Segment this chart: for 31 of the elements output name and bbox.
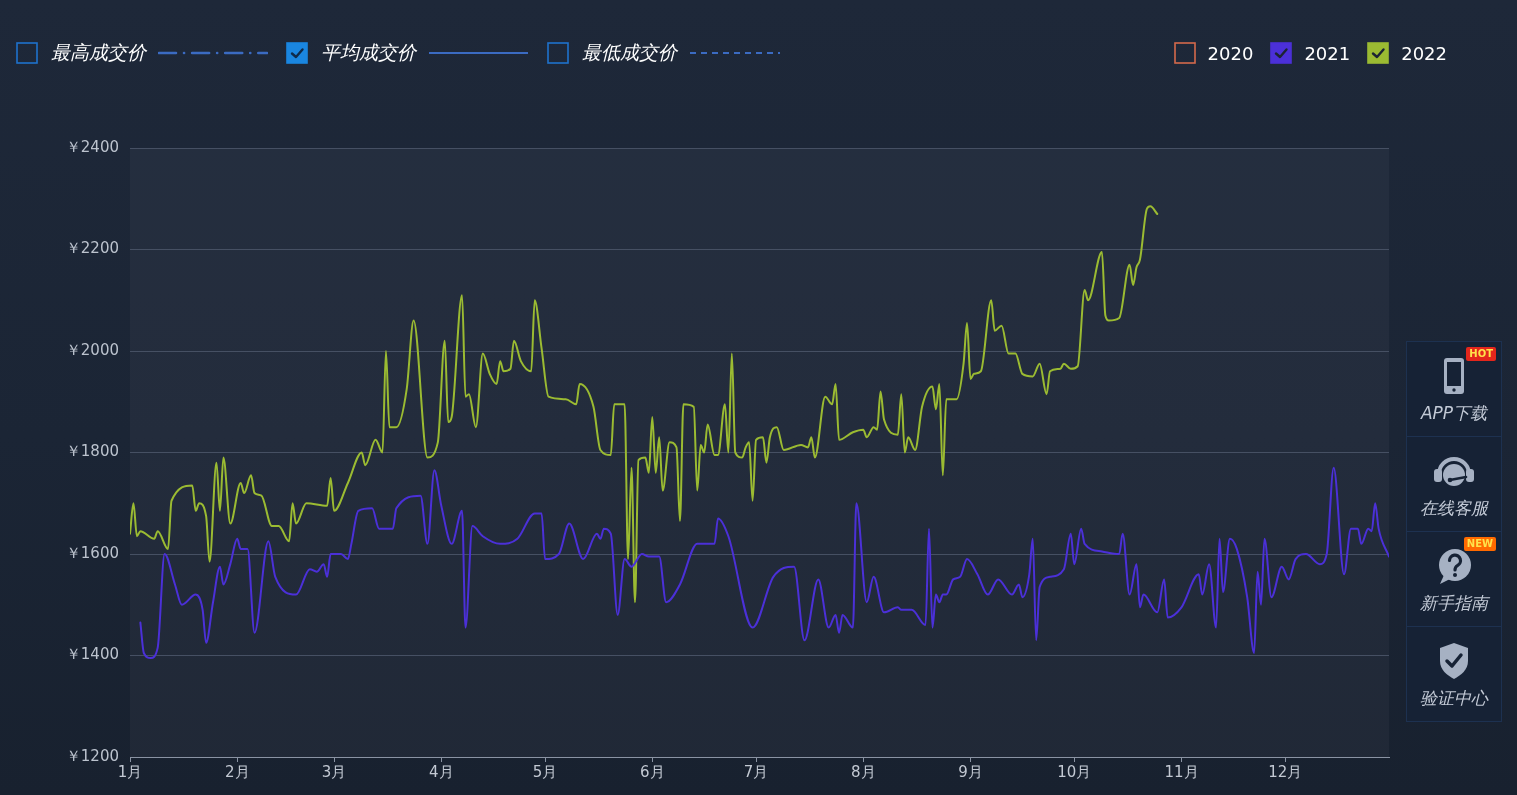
text: 新手指南: [1420, 592, 1488, 615]
text: 最低成交价: [582, 40, 677, 65]
y-tick-label: ￥1200: [65, 746, 119, 765]
x-tick-label: 9月: [958, 762, 983, 781]
x-tick-label: 4月: [429, 762, 454, 781]
x-tick-label: 1月: [117, 762, 143, 781]
x-tick-label: 3月: [321, 762, 347, 781]
x-tick-label: 12月: [1268, 762, 1303, 781]
x-tick-label: 2月: [224, 762, 250, 781]
y-tick-label: ￥1800: [65, 442, 119, 461]
text: HOT: [1466, 347, 1496, 361]
text: 最高成交价: [51, 40, 146, 65]
text: APP下载: [1420, 402, 1488, 425]
legend-label: 2021: [1304, 42, 1351, 64]
y-tick-label: ￥1400: [65, 645, 119, 664]
y-tick-label: ￥2000: [65, 340, 119, 359]
y-tick-label: ￥1600: [65, 543, 119, 562]
x-tick-label: 10月: [1057, 762, 1092, 781]
legend-label: 2020: [1207, 42, 1254, 64]
text: 平均成交价: [321, 40, 416, 65]
x-tick-label: 5月: [532, 762, 558, 781]
x-tick-label: 7月: [743, 762, 769, 781]
x-tick-label: 11月: [1164, 762, 1199, 781]
x-tick-label: 6月: [640, 762, 665, 781]
legend-label: 2022: [1401, 42, 1447, 64]
text: 在线客服: [1420, 497, 1488, 520]
y-tick-label: ￥2400: [65, 137, 119, 156]
y-tick-label: ￥2200: [65, 239, 119, 258]
text: NEW: [1463, 537, 1496, 551]
text: 验证中心: [1420, 687, 1488, 710]
x-tick-label: 8月: [850, 762, 876, 781]
